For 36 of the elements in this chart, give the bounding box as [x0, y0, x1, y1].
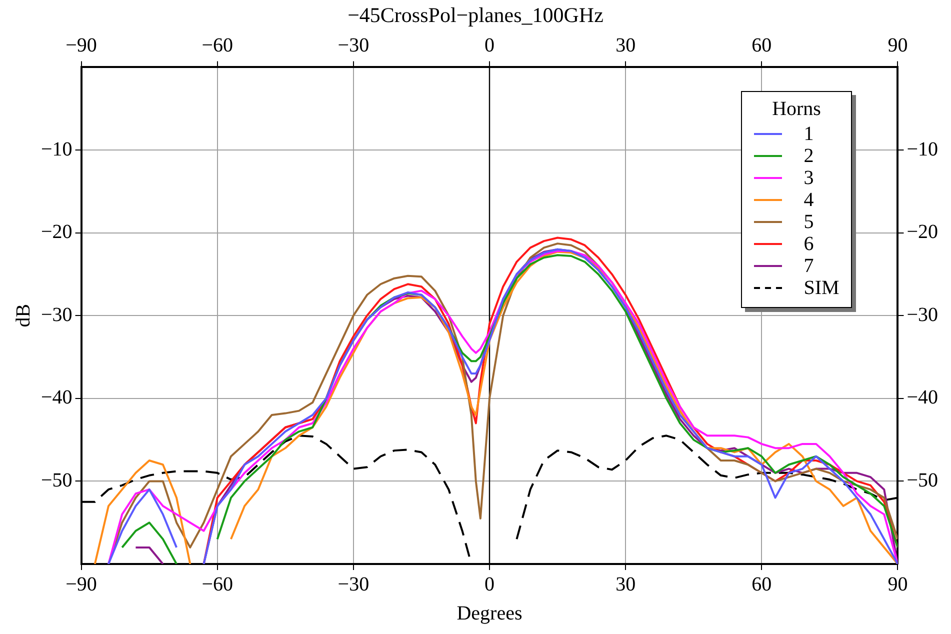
x-axis-title: Degrees — [456, 602, 522, 624]
x-tick-label: 60 — [752, 573, 772, 596]
y-tick-label: −30 — [41, 304, 72, 326]
x-tick-label: −90 — [66, 573, 97, 596]
y-tick-label: −10 — [41, 138, 72, 160]
x2-tick-label: 90 — [888, 34, 908, 56]
legend-label: 3 — [804, 166, 814, 190]
y-tick-label: −50 — [41, 469, 72, 492]
x2-tick-label: −60 — [202, 34, 233, 56]
chart-title: −45CrossPol−planes_100GHz — [348, 3, 604, 28]
legend-label: 4 — [804, 188, 814, 212]
legend-label: 5 — [804, 210, 814, 234]
x-tick-label: 90 — [888, 573, 908, 596]
y2-tick-label: −20 — [906, 221, 938, 244]
y2-tick-label: −30 — [906, 304, 938, 326]
x2-tick-label: 0 — [484, 34, 494, 56]
y-axis-title: dB — [12, 304, 34, 328]
y2-tick-label: −40 — [906, 386, 938, 409]
y2-tick-label: −50 — [906, 469, 938, 492]
x2-tick-label: −90 — [66, 34, 97, 56]
x-tick-label: −60 — [202, 573, 233, 596]
legend-label: 2 — [804, 144, 814, 168]
legend-label: 7 — [804, 254, 814, 278]
y2-tick-label: −10 — [906, 138, 938, 160]
x-tick-label: 0 — [484, 573, 494, 596]
legend-label: 1 — [804, 122, 814, 146]
y-tick-label: −40 — [41, 386, 72, 409]
legend-label: SIM — [804, 276, 840, 300]
x2-tick-label: −30 — [338, 34, 370, 56]
legend-label: 6 — [804, 232, 814, 256]
y-tick-label: −20 — [41, 221, 72, 244]
x2-tick-label: 60 — [752, 34, 772, 56]
legend-title: Horns — [771, 98, 822, 122]
x2-tick-label: 30 — [616, 34, 636, 56]
x-tick-label: −30 — [338, 573, 370, 596]
x-tick-label: 30 — [616, 573, 636, 596]
